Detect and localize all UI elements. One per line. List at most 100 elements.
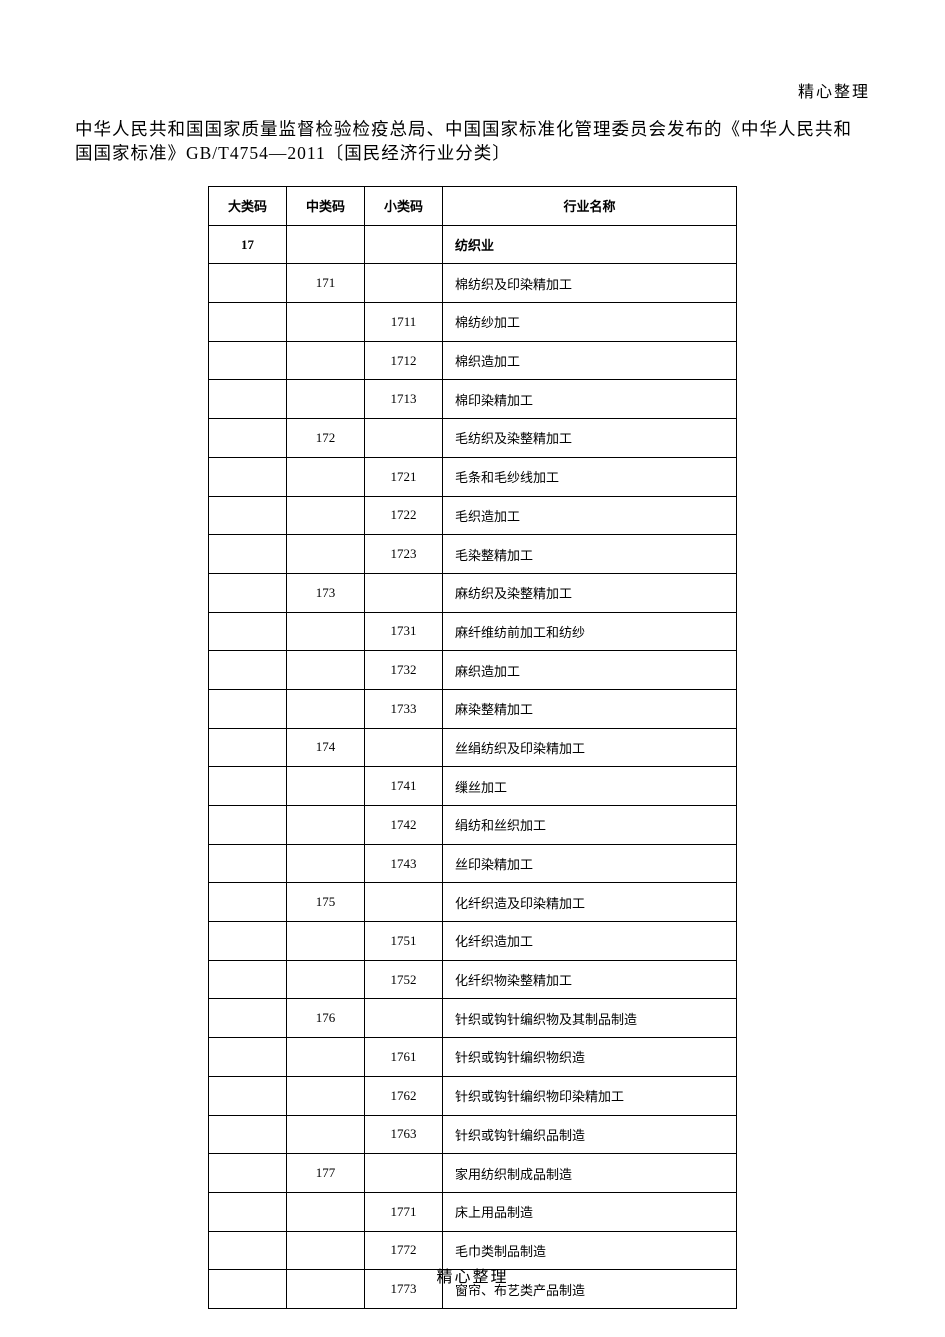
- cell-minor-code: 1733: [365, 689, 443, 728]
- table-row: 1762针织或钩针编织物印染精加工: [209, 1076, 737, 1115]
- cell-industry-name: 绢纺和丝织加工: [443, 806, 737, 845]
- cell-industry-name: 针织或钩针编织物及其制品制造: [443, 999, 737, 1038]
- cell-medium-code: [287, 1038, 365, 1077]
- cell-medium-code: 173: [287, 573, 365, 612]
- cell-major-code: [209, 264, 287, 303]
- cell-major-code: [209, 1076, 287, 1115]
- cell-medium-code: 171: [287, 264, 365, 303]
- cell-major-code: [209, 380, 287, 419]
- cell-minor-code: 1713: [365, 380, 443, 419]
- cell-industry-name: 化纤织造加工: [443, 922, 737, 961]
- cell-major-code: 17: [209, 225, 287, 264]
- cell-industry-name: 针织或钩针编织物印染精加工: [443, 1076, 737, 1115]
- table-row: 1743丝印染精加工: [209, 844, 737, 883]
- table-row: 171 棉纺织及印染精加工: [209, 264, 737, 303]
- cell-industry-name: 麻纤维纺前加工和纺纱: [443, 612, 737, 651]
- table-row: 1721毛条和毛纱线加工: [209, 457, 737, 496]
- cell-industry-name: 床上用品制造: [443, 1192, 737, 1231]
- cell-major-code: [209, 1038, 287, 1077]
- table-row: 1752化纤织物染整精加工: [209, 960, 737, 999]
- cell-major-code: [209, 767, 287, 806]
- cell-medium-code: [287, 689, 365, 728]
- cell-medium-code: 177: [287, 1154, 365, 1193]
- cell-major-code: [209, 651, 287, 690]
- col-header-medium: 中类码: [287, 187, 365, 226]
- cell-major-code: [209, 922, 287, 961]
- cell-major-code: [209, 844, 287, 883]
- cell-industry-name: 毛条和毛纱线加工: [443, 457, 737, 496]
- cell-minor-code: 1723: [365, 535, 443, 574]
- cell-industry-name: 麻染整精加工: [443, 689, 737, 728]
- cell-industry-name: 家用纺织制成品制造: [443, 1154, 737, 1193]
- cell-industry-name: 棉纺织及印染精加工: [443, 264, 737, 303]
- table-row: 1732麻织造加工: [209, 651, 737, 690]
- table-row: 1722毛织造加工: [209, 496, 737, 535]
- table-row: 175化纤织造及印染精加工: [209, 883, 737, 922]
- cell-major-code: [209, 535, 287, 574]
- table-row: 172 毛纺织及染整精加工: [209, 419, 737, 458]
- cell-major-code: [209, 1154, 287, 1193]
- cell-medium-code: 172: [287, 419, 365, 458]
- table-row: 1761针织或钩针编织物织造: [209, 1038, 737, 1077]
- table-header-row: 大类码 中类码 小类码 行业名称: [209, 187, 737, 226]
- cell-major-code: [209, 303, 287, 342]
- table-row: 173麻纺织及染整精加工: [209, 573, 737, 612]
- cell-minor-code: [365, 883, 443, 922]
- cell-minor-code: 1741: [365, 767, 443, 806]
- table-row: 1751化纤织造加工: [209, 922, 737, 961]
- cell-major-code: [209, 1192, 287, 1231]
- cell-medium-code: [287, 1192, 365, 1231]
- cell-medium-code: [287, 767, 365, 806]
- cell-major-code: [209, 341, 287, 380]
- cell-minor-code: [365, 225, 443, 264]
- cell-industry-name: 针织或钩针编织物织造: [443, 1038, 737, 1077]
- cell-minor-code: 1712: [365, 341, 443, 380]
- cell-industry-name: 毛纺织及染整精加工: [443, 419, 737, 458]
- cell-major-code: [209, 960, 287, 999]
- cell-industry-name: 化纤织造及印染精加工: [443, 883, 737, 922]
- cell-minor-code: 1731: [365, 612, 443, 651]
- cell-industry-name: 麻织造加工: [443, 651, 737, 690]
- cell-industry-name: 丝绢纺织及印染精加工: [443, 728, 737, 767]
- cell-medium-code: [287, 303, 365, 342]
- cell-minor-code: 1763: [365, 1115, 443, 1154]
- cell-medium-code: [287, 960, 365, 999]
- cell-major-code: [209, 806, 287, 845]
- cell-medium-code: [287, 844, 365, 883]
- col-header-minor: 小类码: [365, 187, 443, 226]
- cell-medium-code: [287, 651, 365, 690]
- cell-minor-code: 1761: [365, 1038, 443, 1077]
- table-row: 1713棉印染精加工: [209, 380, 737, 419]
- cell-major-code: [209, 883, 287, 922]
- table-row: 176 针织或钩针编织物及其制品制造: [209, 999, 737, 1038]
- cell-minor-code: 1742: [365, 806, 443, 845]
- cell-minor-code: [365, 999, 443, 1038]
- table-row: 1763针织或钩针编织品制造: [209, 1115, 737, 1154]
- cell-industry-name: 毛染整精加工: [443, 535, 737, 574]
- cell-industry-name: 纺织业: [443, 225, 737, 264]
- cell-minor-code: [365, 1154, 443, 1193]
- cell-medium-code: [287, 457, 365, 496]
- cell-medium-code: [287, 341, 365, 380]
- cell-major-code: [209, 419, 287, 458]
- cell-major-code: [209, 496, 287, 535]
- cell-industry-name: 棉印染精加工: [443, 380, 737, 419]
- table-row: 1742绢纺和丝织加工: [209, 806, 737, 845]
- cell-medium-code: [287, 380, 365, 419]
- table-row: 17 纺织业: [209, 225, 737, 264]
- cell-minor-code: 1771: [365, 1192, 443, 1231]
- classification-table-container: 大类码 中类码 小类码 行业名称 17 纺织业 171 棉纺织及印染精加工1711棉纺…: [208, 186, 736, 1309]
- table-row: 1723毛染整精加工: [209, 535, 737, 574]
- table-row: 177 家用纺织制成品制造: [209, 1154, 737, 1193]
- table-row: 1731麻纤维纺前加工和纺纱: [209, 612, 737, 651]
- cell-minor-code: 1751: [365, 922, 443, 961]
- cell-major-code: [209, 728, 287, 767]
- cell-major-code: [209, 689, 287, 728]
- cell-major-code: [209, 457, 287, 496]
- cell-minor-code: 1711: [365, 303, 443, 342]
- col-header-major: 大类码: [209, 187, 287, 226]
- cell-industry-name: 棉纺纱加工: [443, 303, 737, 342]
- cell-medium-code: 176: [287, 999, 365, 1038]
- cell-industry-name: 缫丝加工: [443, 767, 737, 806]
- cell-medium-code: 174: [287, 728, 365, 767]
